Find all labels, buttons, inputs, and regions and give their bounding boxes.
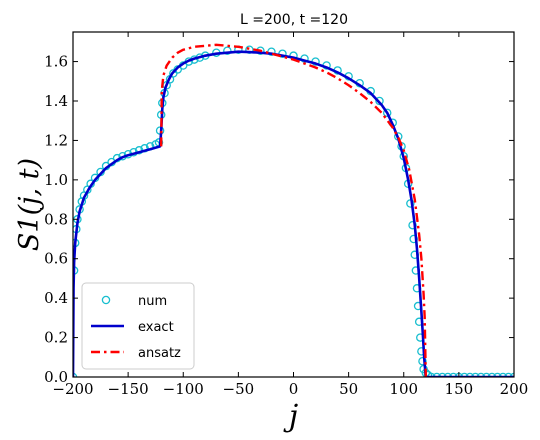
series-layer (73, 43, 514, 377)
x-tick-label: 50 (339, 380, 358, 398)
legend: num exact ansatz (81, 282, 195, 370)
series-num-point (418, 356, 427, 366)
series-num-point (408, 220, 417, 230)
x-tick-label: −150 (108, 380, 149, 398)
y-tick-label: 1.2 (44, 131, 68, 149)
y-tick-label: 0.0 (44, 368, 68, 386)
series-num-point (382, 108, 392, 118)
y-tick-label: 0.2 (44, 329, 68, 347)
x-tick-label: 0 (289, 380, 299, 398)
y-tick-label: 0.4 (44, 289, 68, 307)
y-tick-label: 1.6 (44, 53, 68, 71)
x-tick-label: 200 (500, 380, 529, 398)
legend-num-label: num (138, 294, 167, 309)
x-tick-label: −200 (52, 380, 93, 398)
y-tick-label: 0.6 (44, 250, 68, 268)
axes-layer: −200 −150 −100 −50 0 50 100 150 200 0.0 0.2 0.4 0.6 0… (14, 31, 529, 434)
y-axis-label: S1(j, t) (14, 158, 45, 251)
legend-ansatz-label: ansatz (138, 346, 181, 361)
legend-num-marker (101, 295, 111, 305)
series-num-point (223, 46, 232, 55)
y-tick-label: 1.0 (44, 171, 68, 189)
y-tick-label: 0.8 (44, 210, 68, 228)
series-num-point (375, 96, 384, 106)
series-num-point (278, 49, 287, 58)
x-tick-label: −50 (223, 380, 255, 398)
chart-title: L =200, t =120 (240, 12, 348, 28)
x-tick-label: −100 (163, 380, 204, 398)
legend-exact-label: exact (138, 320, 174, 335)
x-tick-label: 100 (389, 380, 418, 398)
series-ansatz-line (160, 43, 427, 377)
series-exact-line (73, 50, 514, 377)
y-tick-label: 1.4 (44, 92, 68, 110)
x-tick-label: 150 (445, 380, 474, 398)
legend-box (81, 282, 195, 370)
